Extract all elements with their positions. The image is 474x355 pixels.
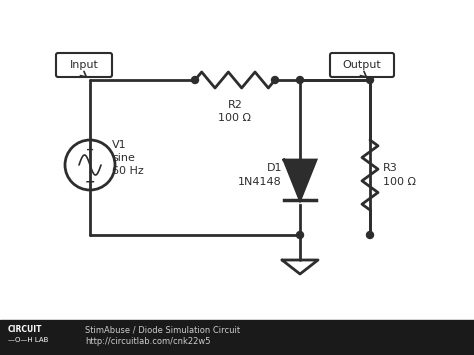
Text: −: − [85, 175, 95, 189]
Text: Output: Output [343, 60, 382, 70]
Text: —Ο—H LAB: —Ο—H LAB [8, 337, 48, 343]
Text: Input: Input [70, 60, 99, 70]
Circle shape [366, 231, 374, 239]
Polygon shape [284, 160, 316, 200]
Text: http://circuitlab.com/cnk22w5: http://circuitlab.com/cnk22w5 [85, 338, 210, 346]
Text: D1
1N4148: D1 1N4148 [238, 163, 282, 187]
Text: R2
100 Ω: R2 100 Ω [219, 100, 252, 123]
Circle shape [297, 76, 303, 83]
Text: R3
100 Ω: R3 100 Ω [383, 163, 416, 187]
FancyBboxPatch shape [56, 53, 112, 77]
Circle shape [366, 76, 374, 83]
Bar [0, 320, 474, 355]
Text: V1
sine
60 Hz: V1 sine 60 Hz [112, 140, 144, 176]
Circle shape [272, 76, 279, 83]
FancyBboxPatch shape [330, 53, 394, 77]
Text: StimAbuse / Diode Simulation Circuit: StimAbuse / Diode Simulation Circuit [85, 326, 240, 334]
Circle shape [191, 76, 199, 83]
Text: +: + [86, 145, 94, 155]
Circle shape [297, 231, 303, 239]
Text: CIRCUIT: CIRCUIT [8, 326, 43, 334]
